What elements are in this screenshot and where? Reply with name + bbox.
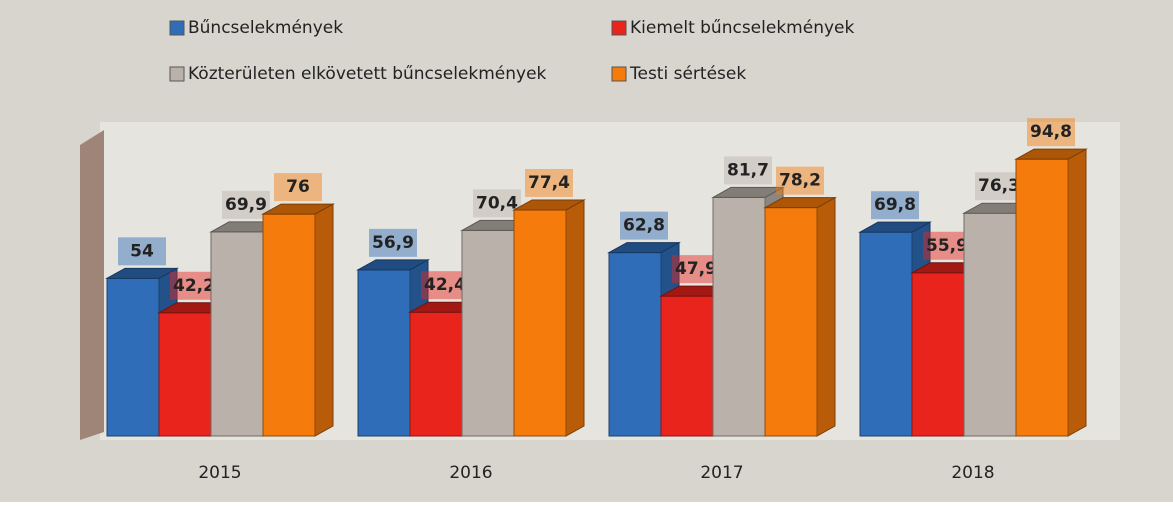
bar-top — [356, 259, 430, 271]
value-label-box — [473, 189, 521, 218]
bar — [409, 311, 463, 437]
bar — [608, 252, 662, 437]
value-label: 69,8 — [874, 195, 916, 215]
value-label-box — [776, 166, 824, 195]
bar — [1015, 158, 1069, 437]
bar — [712, 196, 766, 437]
value-label: 62,8 — [623, 216, 665, 236]
bar — [158, 312, 212, 437]
bar-top — [607, 242, 681, 254]
x-tick-label: 2018 — [951, 463, 994, 483]
value-label-box — [1027, 118, 1075, 147]
value-label-box — [118, 237, 166, 266]
bar — [210, 231, 264, 437]
value-label-box — [871, 191, 919, 220]
value-label-box — [923, 231, 971, 260]
bar — [262, 213, 316, 437]
value-label-box — [672, 255, 720, 284]
value-label-box — [525, 168, 573, 197]
bar-side — [565, 199, 585, 437]
value-label-box — [724, 156, 772, 185]
value-label: 42,2 — [173, 276, 215, 296]
bar-side — [816, 196, 836, 437]
legend-swatch — [169, 66, 185, 82]
value-label: 47,9 — [675, 259, 717, 279]
bar-side — [1067, 148, 1087, 437]
bar-top — [711, 186, 785, 198]
value-label: 54 — [130, 241, 154, 261]
bar — [963, 212, 1017, 437]
x-tick-label: 2015 — [198, 463, 241, 483]
value-label: 94,8 — [1030, 122, 1072, 142]
legend-swatch — [611, 20, 627, 36]
value-label: 56,9 — [372, 233, 414, 253]
value-label-box — [421, 271, 469, 300]
value-label-box — [975, 172, 1023, 201]
value-label: 77,4 — [528, 173, 570, 193]
bar — [764, 207, 818, 437]
value-label: 78,2 — [779, 171, 821, 191]
value-label: 81,7 — [727, 160, 769, 180]
bar — [461, 229, 515, 437]
legend-label: Kiemelt bűncselekmények — [630, 18, 854, 38]
legend-label: Testi sértések — [629, 64, 746, 84]
bar — [357, 269, 411, 437]
value-label-box — [620, 211, 668, 240]
bar — [911, 272, 965, 437]
value-label: 76,3 — [978, 176, 1020, 196]
bar-top — [1014, 148, 1088, 160]
legend-swatch — [169, 20, 185, 36]
bar — [513, 209, 567, 437]
value-label: 55,9 — [926, 236, 968, 256]
legend-swatch — [611, 66, 627, 82]
bar-top — [105, 267, 179, 279]
bar-top — [858, 221, 932, 233]
value-label: 42,4 — [424, 275, 466, 295]
bar-top — [261, 203, 335, 215]
legend-label: Bűncselekmények — [188, 18, 343, 38]
bar-side — [314, 203, 334, 437]
value-label: 70,4 — [476, 193, 518, 213]
value-label-box — [274, 173, 322, 202]
legend-label: Közterületen elkövetett bűncselekmények — [188, 64, 547, 84]
x-tick-label: 2016 — [449, 463, 492, 483]
bar — [106, 277, 160, 437]
value-label: 69,9 — [225, 195, 267, 215]
x-tick-label: 2017 — [700, 463, 743, 483]
bar-top — [763, 197, 837, 209]
bar-top — [512, 199, 586, 211]
bar — [859, 231, 913, 437]
side-wall — [80, 130, 104, 440]
value-label-box — [369, 228, 417, 257]
value-label: 76 — [286, 177, 310, 197]
value-label-box — [170, 271, 218, 300]
bar — [660, 295, 714, 437]
